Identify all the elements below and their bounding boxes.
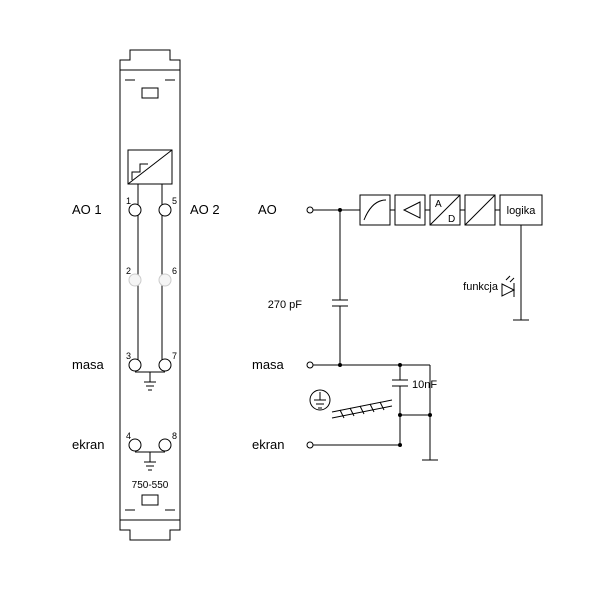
label-ekran-left: ekran [72, 437, 105, 452]
term-num-4: 4 [126, 431, 131, 441]
earth-icon [310, 390, 330, 410]
schematic: AO masa ekran A D logika funkcja [252, 195, 542, 460]
term-num-8: 8 [172, 431, 177, 441]
term-num-7: 7 [172, 351, 177, 361]
ad-letter-d: D [448, 214, 455, 225]
label-funkcja: funkcja [463, 281, 499, 293]
label-ekran: ekran [252, 437, 285, 452]
part-number: 750-550 [132, 480, 169, 491]
term-num-2: 2 [126, 266, 131, 276]
label-ao: AO [258, 202, 277, 217]
label-ao2: AO 2 [190, 202, 220, 217]
label-logika: logika [507, 205, 537, 217]
led-icon [502, 276, 514, 297]
ad-letter-a: A [435, 199, 442, 210]
terminals: 1 5 2 6 3 7 4 8 [126, 196, 177, 451]
label-270pf: 270 pF [268, 299, 303, 311]
label-masa-left: masa [72, 357, 105, 372]
label-ao1: AO 1 [72, 202, 102, 217]
block-filter [360, 195, 390, 225]
term-num-5: 5 [172, 196, 177, 206]
label-10nf: 10nF [412, 379, 437, 391]
term-num-6: 6 [172, 266, 177, 276]
term-num-1: 1 [126, 196, 131, 206]
diagram-root: 1 5 2 6 3 7 4 8 750-550 AO 1 AO 2 masa e… [0, 0, 600, 600]
clamp-icon [332, 400, 392, 418]
term-num-3: 3 [126, 351, 131, 361]
label-masa: masa [252, 357, 285, 372]
module-dac-box [128, 150, 172, 184]
